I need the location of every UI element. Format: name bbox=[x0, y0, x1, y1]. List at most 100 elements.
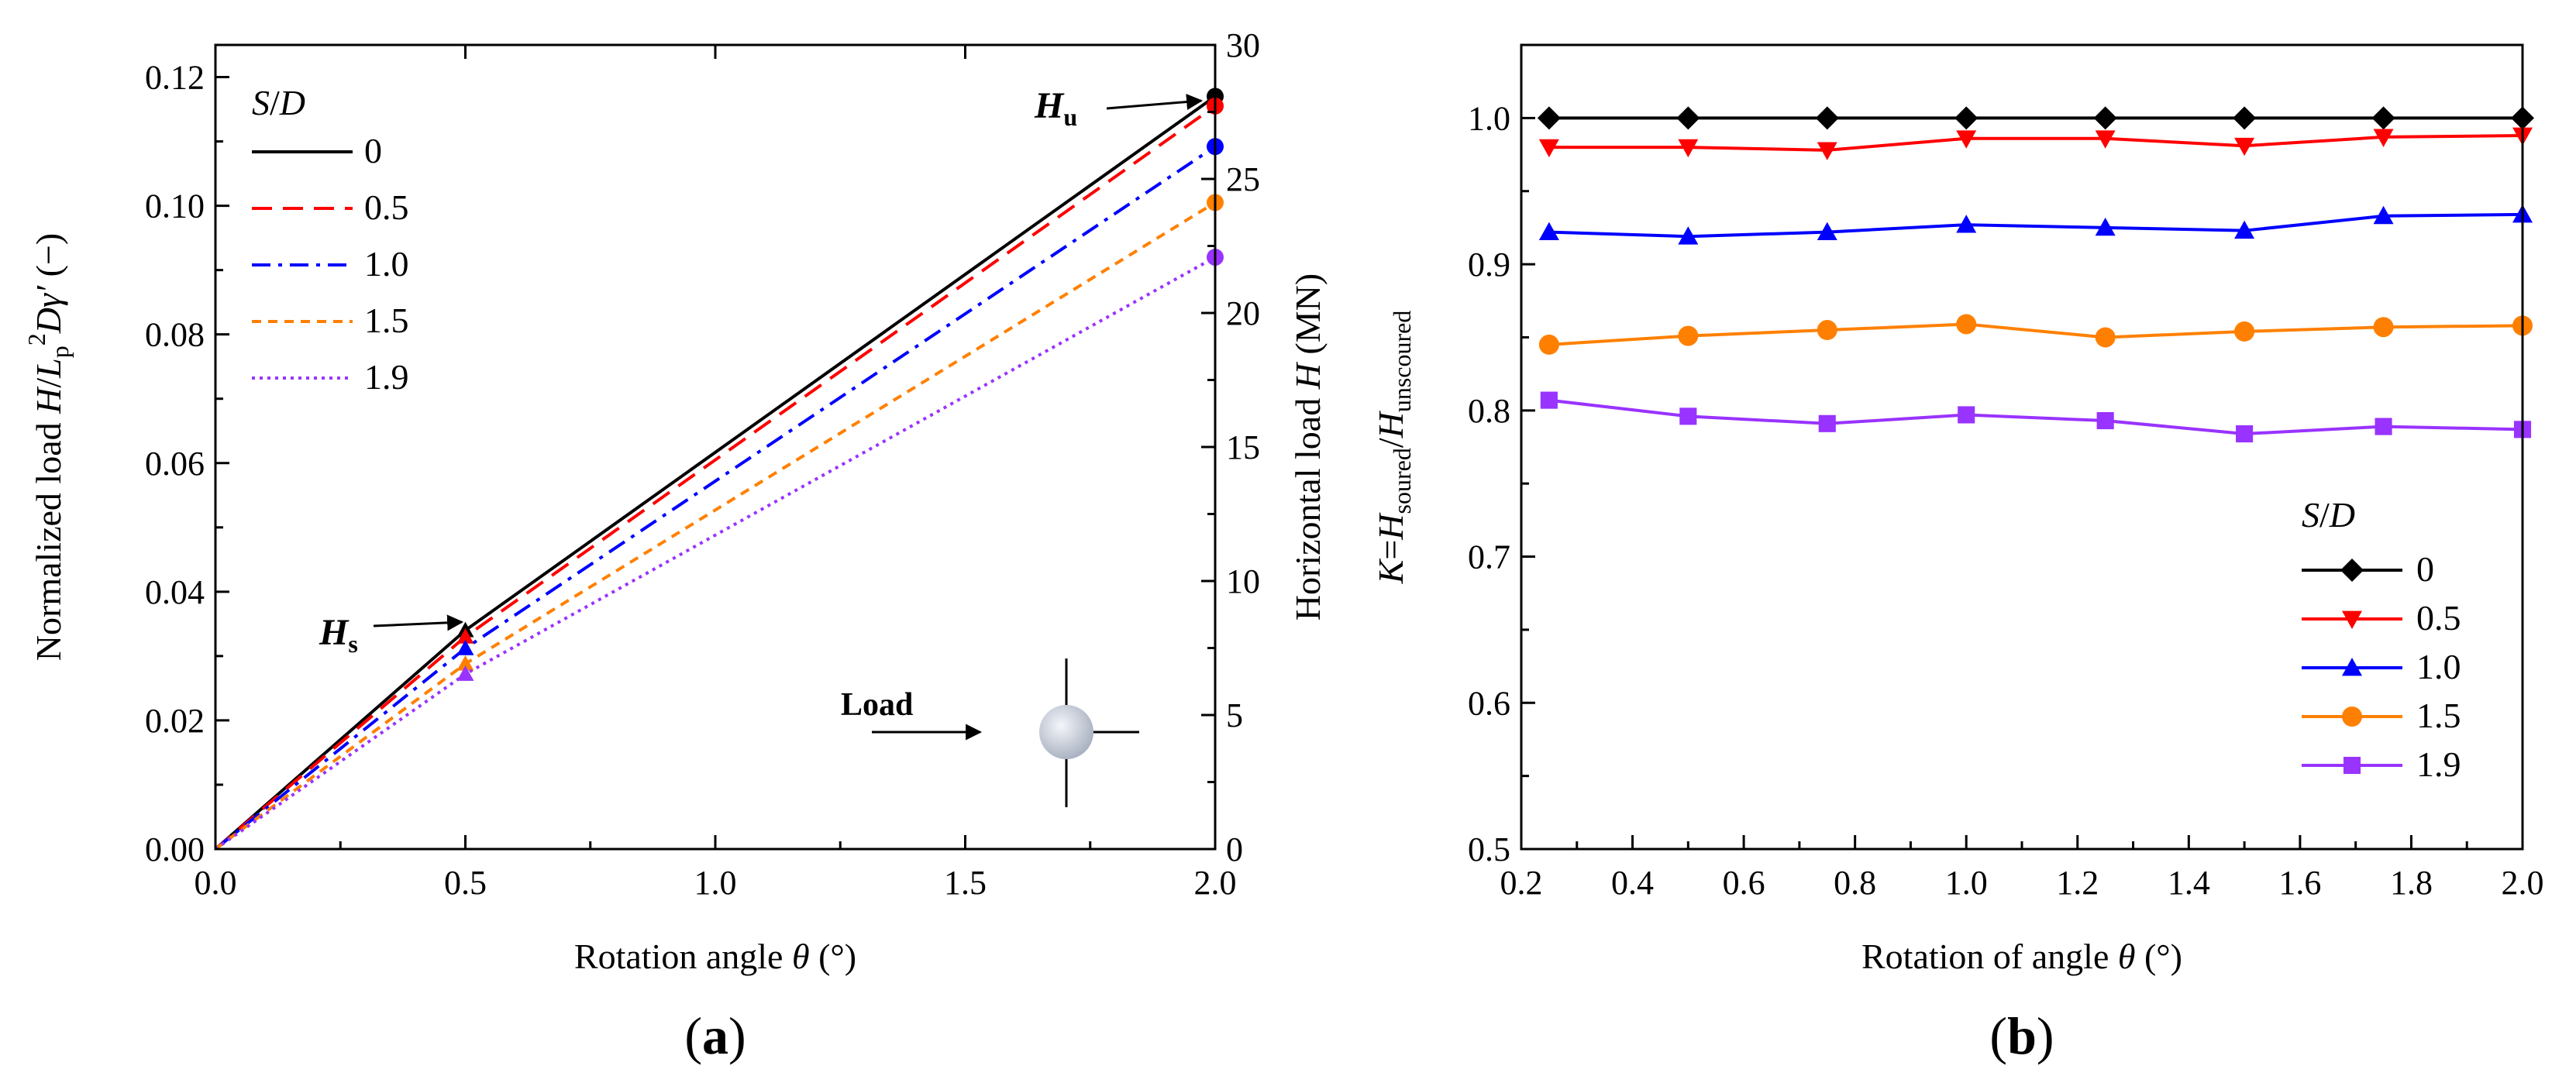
b-ytick-label: 0.9 bbox=[1468, 246, 1510, 284]
hu-arrow bbox=[1106, 94, 1204, 111]
b-xtick-label: 1.2 bbox=[2056, 864, 2099, 902]
b-series-line-0.5 bbox=[1548, 134, 2523, 152]
a-y2label: Horizontal load H (MN) bbox=[1288, 273, 1328, 621]
b-series-line-1.9 bbox=[1548, 398, 2523, 436]
a-legend-label: 1.9 bbox=[364, 357, 409, 397]
b-xtick-label: 1.6 bbox=[2278, 864, 2321, 902]
b-ytick-label: 0.8 bbox=[1468, 392, 1510, 430]
b-point-1.0 bbox=[2234, 220, 2255, 239]
b-point-1.5 bbox=[1817, 320, 1837, 341]
b-point-1.5 bbox=[1538, 334, 1559, 355]
b-point-1.5 bbox=[1956, 314, 1977, 335]
b-point-1.0 bbox=[1956, 215, 1977, 233]
b-ytick-label: 0.6 bbox=[1468, 684, 1510, 722]
a-y2tick-label: 5 bbox=[1226, 696, 1243, 734]
b-point-1.9 bbox=[1818, 414, 1836, 432]
hs-annotation: Hs bbox=[319, 612, 464, 658]
a-ytick-label: 0.10 bbox=[145, 187, 205, 225]
b-xtick-label: 1.0 bbox=[1945, 864, 1988, 902]
b-ticks-group: 0.2 0.4 0.6 0.8 1.0 1.2 1.4 1.6 1.8 2.0 0.5 0.6 0.7 0… bbox=[1468, 99, 2544, 902]
a-xtick-label: 0.0 bbox=[195, 864, 237, 902]
a-ytick-label: 0.12 bbox=[145, 59, 205, 97]
b-xtick-label: 0.8 bbox=[1834, 864, 1876, 902]
b-ylabel: K=Hsoured/Hunscoured bbox=[1371, 311, 1416, 585]
b-xtick-label: 1.4 bbox=[2168, 864, 2210, 902]
panel-label-a: (a) bbox=[684, 1006, 746, 1065]
a-xtick-label: 0.5 bbox=[444, 864, 487, 902]
b-point-1.0 bbox=[1817, 222, 1837, 240]
a-legend-title: S/D bbox=[252, 83, 305, 122]
b-point-1.9 bbox=[1540, 391, 1558, 409]
a-y2tick-label: 25 bbox=[1226, 160, 1260, 198]
a-marker-hs-1.5 bbox=[456, 655, 474, 671]
b-legend-title: S/D bbox=[2302, 495, 2355, 535]
b-point-0 bbox=[2371, 106, 2395, 130]
b-point-0.5 bbox=[1817, 142, 1837, 160]
b-series-group bbox=[1537, 106, 2534, 443]
b-point-0 bbox=[1537, 106, 1561, 130]
hu-label: Hu bbox=[1034, 85, 1077, 131]
b-series-line-1.5 bbox=[1548, 322, 2523, 346]
a-marker-hs-1.9 bbox=[456, 665, 474, 681]
b-legend-marker-1.5 bbox=[2342, 707, 2362, 727]
a-ticks-group: 0.0 0.5 1.0 1.5 2.0 0.00 0.02 0.04 0.06 0.08 0.10 0… bbox=[145, 26, 1260, 902]
a-legend-label: 0 bbox=[364, 131, 382, 170]
b-plot-frame bbox=[1520, 43, 2524, 851]
a-xtick-label: 1.0 bbox=[694, 864, 737, 902]
a-legend-label: 1.5 bbox=[364, 301, 409, 340]
b-xtick-label: 0.2 bbox=[1500, 864, 1543, 902]
b-point-0 bbox=[2093, 106, 2117, 130]
b-point-1.0 bbox=[1538, 222, 1559, 240]
b-point-1.9 bbox=[2236, 425, 2254, 443]
b-point-1.9 bbox=[1958, 406, 1975, 424]
a-y2tick-label: 10 bbox=[1226, 562, 1260, 600]
b-series-line-1.0 bbox=[1548, 212, 2523, 239]
a-xtick-label: 2.0 bbox=[1194, 864, 1237, 902]
b-legend-label: 1.5 bbox=[2416, 696, 2461, 735]
b-legend-marker-1.9 bbox=[2343, 756, 2361, 775]
b-legend-marker-0.5 bbox=[2342, 610, 2362, 629]
a-ytick-label: 0.06 bbox=[145, 445, 205, 483]
load-inset: Load bbox=[841, 658, 1139, 807]
a-y2tick-label: 0 bbox=[1226, 830, 1243, 868]
b-point-1.5 bbox=[2095, 327, 2116, 348]
b-ytick-label: 1.0 bbox=[1468, 99, 1510, 137]
b-xtick-label: 1.8 bbox=[2390, 864, 2433, 902]
a-marker-hs-1.0 bbox=[456, 639, 474, 655]
b-point-0.5 bbox=[2373, 129, 2394, 147]
b-legend-label: 1.0 bbox=[2416, 647, 2461, 686]
a-ytick-label: 0.04 bbox=[145, 573, 205, 611]
b-point-1.9 bbox=[1679, 407, 1697, 425]
b-point-0 bbox=[2233, 106, 2257, 130]
b-point-0 bbox=[1954, 106, 1978, 130]
b-legend-label: 0.5 bbox=[2416, 598, 2461, 638]
hu-annotation: Hu bbox=[1034, 85, 1204, 131]
a-ytick-label: 0.00 bbox=[145, 830, 205, 868]
a-xlabel: Rotation angle θ (°) bbox=[574, 937, 856, 976]
panel-a: 0.0 0.5 1.0 1.5 2.0 0.00 0.02 0.04 0.06 0.08 0.10 0… bbox=[22, 26, 1328, 1065]
b-point-1.0 bbox=[1678, 226, 1699, 245]
a-series-group bbox=[214, 88, 1224, 851]
b-point-1.5 bbox=[1678, 325, 1699, 346]
hs-label: Hs bbox=[319, 612, 358, 658]
b-point-1.9 bbox=[2375, 418, 2392, 435]
b-point-0 bbox=[1815, 106, 1839, 130]
b-point-1.9 bbox=[2096, 411, 2114, 430]
pile-icon bbox=[1039, 705, 1093, 759]
b-point-1.0 bbox=[2095, 217, 2116, 236]
b-point-0.5 bbox=[1538, 139, 1559, 158]
b-xtick-label: 0.6 bbox=[1723, 864, 1765, 902]
b-legend-label: 0 bbox=[2416, 549, 2434, 589]
load-label: Load bbox=[841, 687, 913, 723]
panel-label-b: (b) bbox=[1989, 1006, 2054, 1065]
hs-arrow bbox=[373, 614, 464, 631]
b-xtick-label: 2.0 bbox=[2502, 864, 2544, 902]
b-legend-marker-0 bbox=[2340, 559, 2364, 582]
a-legend: S/D 0 0.5 1.0 1.5 1.9 bbox=[252, 83, 409, 397]
b-xlabel: Rotation of angle θ (°) bbox=[1861, 937, 2182, 976]
b-point-1.5 bbox=[2234, 321, 2255, 342]
b-point-1.5 bbox=[2373, 317, 2394, 338]
b-legend-marker-1.0 bbox=[2342, 658, 2362, 676]
b-legend-label: 1.9 bbox=[2416, 744, 2461, 784]
